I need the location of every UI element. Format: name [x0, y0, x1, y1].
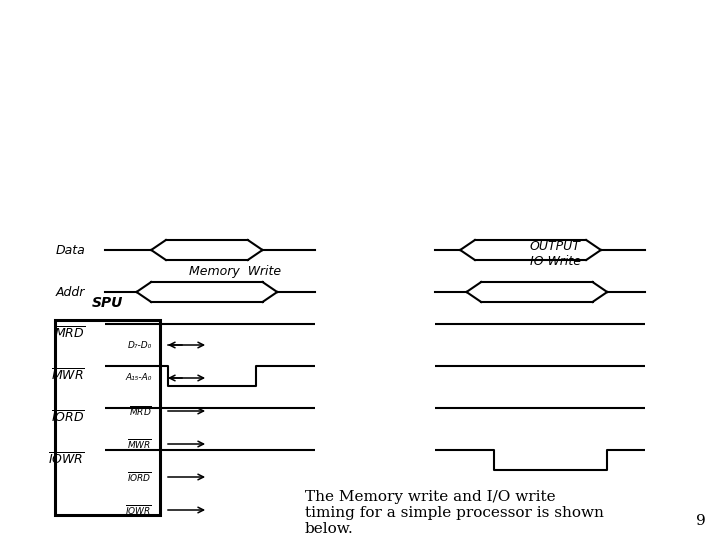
Text: 9: 9: [696, 514, 706, 528]
Text: OUTPUT
IO Write: OUTPUT IO Write: [529, 240, 580, 268]
Text: $\overline{MWR}$: $\overline{MWR}$: [127, 437, 152, 451]
Text: SPU: SPU: [92, 296, 123, 310]
Text: Data: Data: [55, 244, 85, 256]
Text: $\overline{MRD}$: $\overline{MRD}$: [129, 404, 152, 418]
Text: $\overline{IOWR}$: $\overline{IOWR}$: [48, 453, 85, 468]
Text: $\overline{MRD}$: $\overline{MRD}$: [54, 326, 85, 342]
Text: The Memory write and I/O write
timing for a simple processor is shown
below.: The Memory write and I/O write timing fo…: [305, 490, 604, 536]
Text: D₇-D₀: D₇-D₀: [127, 341, 152, 349]
Text: Addr: Addr: [55, 286, 85, 299]
Text: $\overline{IOWR}$: $\overline{IOWR}$: [125, 503, 152, 517]
Bar: [55, 320, 160, 515]
Text: $\overline{IORD}$: $\overline{IORD}$: [51, 410, 85, 426]
Text: Memory  Write: Memory Write: [189, 265, 281, 278]
Text: A₁₅-A₀: A₁₅-A₀: [125, 374, 152, 382]
Text: $\overline{IORD}$: $\overline{IORD}$: [127, 470, 152, 484]
Text: $\overline{MWR}$: $\overline{MWR}$: [51, 368, 85, 384]
